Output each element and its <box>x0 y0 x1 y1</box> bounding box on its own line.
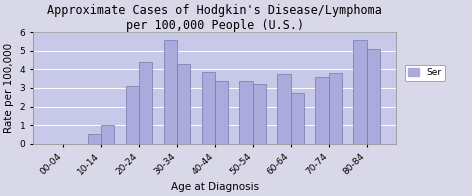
Bar <box>253 84 266 144</box>
Bar <box>163 40 177 144</box>
Bar <box>354 40 367 144</box>
Bar <box>139 62 152 144</box>
Bar <box>202 72 215 144</box>
Bar <box>215 82 228 144</box>
Bar <box>177 64 190 144</box>
Bar <box>367 49 380 144</box>
Title: Approximate Cases of Hodgkin's Disease/Lymphoma
per 100,000 People (U.S.): Approximate Cases of Hodgkin's Disease/L… <box>47 4 382 32</box>
Bar <box>315 77 329 144</box>
Bar <box>126 86 139 144</box>
Y-axis label: Rate per 100,000: Rate per 100,000 <box>4 43 14 133</box>
Bar <box>278 74 291 144</box>
Bar <box>239 82 253 144</box>
X-axis label: Age at Diagnosis: Age at Diagnosis <box>171 182 259 192</box>
Bar <box>329 73 342 144</box>
Bar <box>291 93 304 144</box>
Bar <box>101 125 114 144</box>
Legend: Ser: Ser <box>405 65 445 81</box>
Bar <box>88 133 101 144</box>
